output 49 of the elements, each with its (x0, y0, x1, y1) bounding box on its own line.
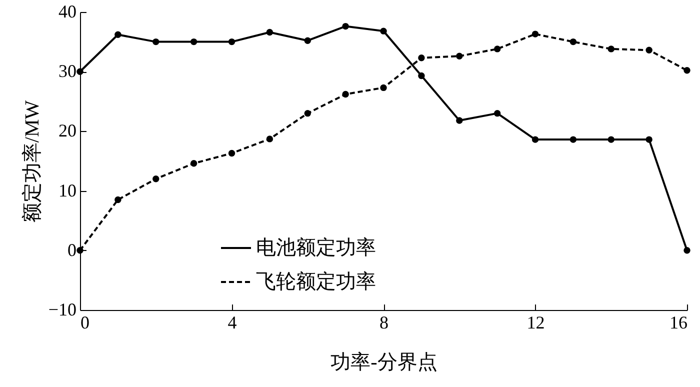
point (190, 38, 198, 46)
point (76, 68, 84, 75)
y-tick-label: 0 (68, 240, 76, 260)
point (494, 110, 501, 117)
point (608, 46, 614, 52)
point (608, 136, 614, 143)
y-tick-label: 10 (58, 180, 76, 200)
point (684, 67, 690, 74)
point (646, 136, 652, 143)
y-tick-label: 20 (58, 120, 76, 141)
point (380, 84, 387, 92)
point (304, 110, 311, 117)
point (114, 196, 122, 204)
point (190, 160, 198, 167)
point (456, 117, 463, 124)
x-tick-label: 0 (80, 312, 90, 332)
point (456, 52, 463, 60)
y-axis-title: 额定功率/MW (21, 100, 44, 223)
point (570, 136, 577, 143)
point (494, 46, 501, 52)
point (570, 38, 577, 46)
point (304, 37, 311, 44)
x-axis-title: 功率-分界点 (330, 352, 438, 374)
y-tick-label: 40 (58, 2, 76, 22)
point (684, 247, 690, 254)
point (152, 176, 160, 182)
point (76, 247, 84, 254)
point (228, 150, 236, 157)
legend-label: 电池额定功率 (256, 237, 376, 259)
point (418, 72, 425, 80)
point (152, 38, 160, 46)
legend-label: 飞轮额定功率 (256, 271, 376, 293)
x-tick-label: 12 (526, 312, 545, 332)
point (418, 54, 425, 62)
point (228, 38, 236, 46)
point (266, 28, 274, 36)
point (380, 28, 387, 34)
y-tick-label: −10 (48, 300, 76, 320)
point (266, 136, 274, 142)
point (532, 136, 539, 143)
x-tick-label: 8 (380, 312, 388, 332)
x-tick-label: 4 (228, 312, 237, 332)
point (646, 46, 652, 54)
x-tick-label: 16 (670, 312, 688, 332)
y-tick-label: 30 (58, 61, 76, 82)
point (342, 22, 349, 30)
point (114, 31, 122, 38)
point (532, 30, 539, 38)
point (342, 90, 349, 98)
